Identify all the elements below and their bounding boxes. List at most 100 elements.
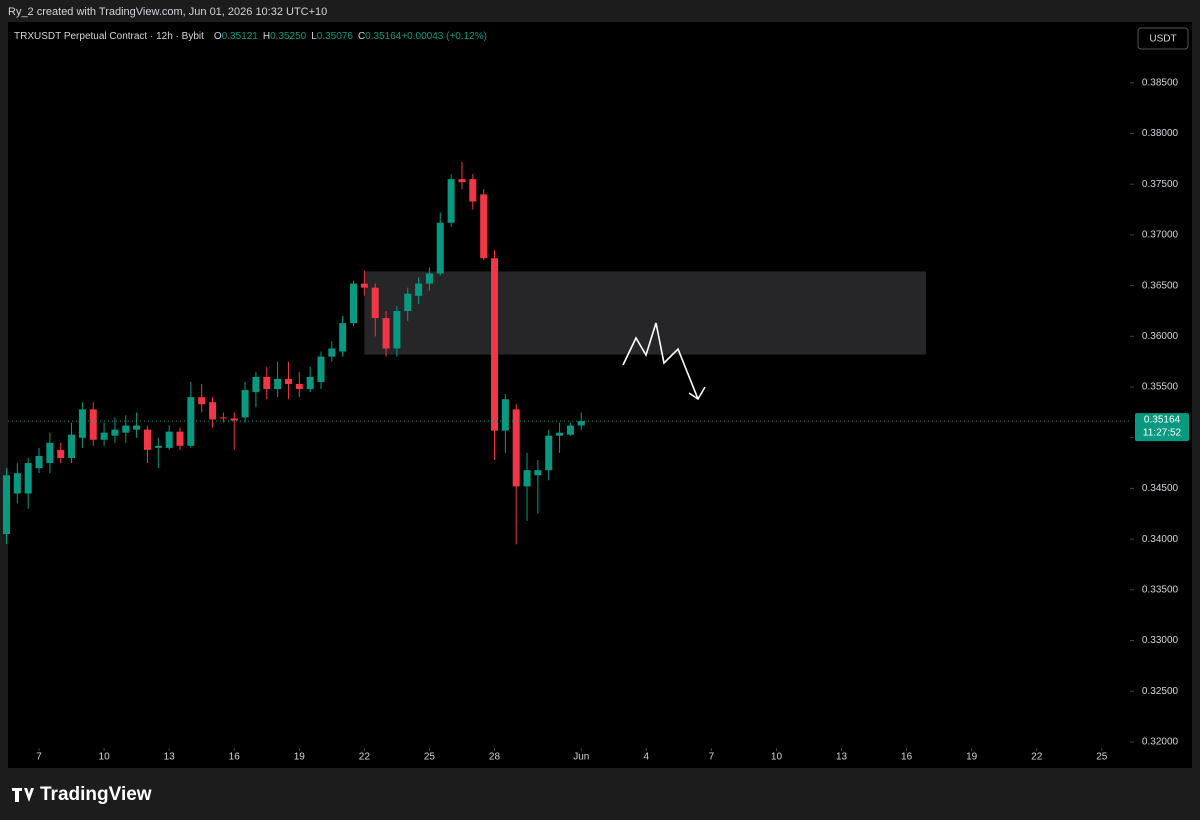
y-tick-label: 0.33000 <box>1142 635 1179 646</box>
x-tick-label: 10 <box>99 752 111 763</box>
candle-body <box>143 429 151 450</box>
legend-value: +0.00043 (+0.12%) <box>401 31 487 42</box>
x-tick-label: 25 <box>424 752 436 763</box>
last-price-label: 0.35164 <box>1144 415 1181 426</box>
candle-body <box>425 273 433 284</box>
x-tick-label: 7 <box>36 752 42 763</box>
candle-body <box>393 310 401 349</box>
currency-box[interactable] <box>1137 27 1189 50</box>
candle-body <box>490 258 498 431</box>
candle-body <box>252 376 260 393</box>
candle-body <box>13 473 21 494</box>
y-tick-label: 0.34000 <box>1142 534 1179 545</box>
plot: 0.32000 0.32500 0.33000 0.33500 0.34000 0.345… <box>2 77 1179 763</box>
candle-body <box>382 318 390 349</box>
candle-body <box>35 455 43 469</box>
candle-body <box>469 179 477 202</box>
legend-value: 0.35250 <box>270 31 307 42</box>
candle-body <box>512 409 520 487</box>
x-tick-label: 22 <box>359 752 371 763</box>
y-tick-label: 0.32000 <box>1142 737 1179 748</box>
x-tick-label: 25 <box>1096 752 1108 763</box>
candle-body <box>545 435 553 471</box>
candle-body <box>501 399 509 431</box>
candle-body <box>306 376 314 390</box>
legend-value: 0.35164 <box>365 31 402 42</box>
y-tick-label: 0.37000 <box>1142 230 1179 241</box>
x-tick-label: 28 <box>489 752 501 763</box>
y-tick-label: 0.34500 <box>1142 483 1179 494</box>
candle-body <box>284 378 292 384</box>
candle-body <box>339 323 347 352</box>
y-tick-label: 0.38000 <box>1142 128 1179 139</box>
candle-body <box>209 402 217 420</box>
candle-body <box>78 409 86 438</box>
candle-body <box>263 376 271 390</box>
legend-label: L <box>311 31 317 42</box>
candle-body <box>295 383 303 390</box>
candle-body <box>176 431 184 446</box>
ohlc-legend: TRXUSDT Perpetual Contract · 12h · Bybit… <box>14 31 487 42</box>
legend-value: 0.35076 <box>317 31 354 42</box>
legend-label: H <box>263 31 270 42</box>
candle-body <box>230 418 238 421</box>
candle-body <box>24 463 32 494</box>
candle-body <box>133 425 141 430</box>
candle-body <box>100 432 108 440</box>
countdown: 11:27:52 <box>1143 428 1182 439</box>
candle-body <box>317 356 325 382</box>
brand: TradingView <box>40 784 152 805</box>
candle-body <box>480 194 488 259</box>
candle-body <box>534 470 542 476</box>
x-tick-label: Jun <box>573 752 589 763</box>
candle-body <box>371 287 379 319</box>
candle-body <box>89 409 97 440</box>
candle-body <box>350 283 358 324</box>
y-tick-label: 0.36000 <box>1142 331 1179 342</box>
candle-body <box>122 425 130 433</box>
candle-body <box>328 348 336 357</box>
candle-body <box>198 397 206 405</box>
x-tick-label: 16 <box>901 752 913 763</box>
candle-body <box>154 445 162 448</box>
zone <box>364 271 927 355</box>
candle-body <box>523 470 531 487</box>
candle-body <box>241 390 249 418</box>
candle-body <box>458 179 466 183</box>
x-tick-label: 16 <box>229 752 241 763</box>
candle-body <box>187 397 195 446</box>
candle-body <box>274 378 282 390</box>
candle-body <box>111 429 119 436</box>
legend-label: C <box>358 31 365 42</box>
header: Ry_2 created with TradingView.com, Jun 0… <box>8 6 327 18</box>
symbol: TRXUSDT Perpetual Contract · 12h · Bybit <box>14 31 204 42</box>
last-price-box <box>1135 413 1189 442</box>
x-tick-label: 13 <box>164 752 176 763</box>
x-tick-label: 19 <box>294 752 306 763</box>
candle-body <box>566 425 574 435</box>
candle-body <box>46 442 54 464</box>
y-tick-label: 0.38500 <box>1142 77 1179 88</box>
x-tick-label: 13 <box>836 752 848 763</box>
legend-value: 0.35121 <box>222 31 259 42</box>
candle-body <box>2 475 10 535</box>
x-tick-label: 22 <box>1031 752 1043 763</box>
currency: USDT <box>1149 34 1176 45</box>
candle-body <box>360 283 368 288</box>
x-tick-label: 10 <box>771 752 783 763</box>
y-tick-label: 0.36500 <box>1142 280 1179 291</box>
candle-body <box>577 421 585 426</box>
y-tick-label: 0.37500 <box>1142 179 1179 190</box>
candle-body <box>68 434 76 459</box>
y-tick-label: 0.35500 <box>1142 382 1179 393</box>
candle-body <box>447 179 455 223</box>
candle-body <box>556 432 564 436</box>
legend-label: O <box>214 31 222 42</box>
y-tick-label: 0.33500 <box>1142 584 1179 595</box>
candle-body <box>165 431 173 448</box>
x-tick-label: 4 <box>644 752 650 763</box>
drawn-arrow <box>622 322 706 401</box>
candle-body <box>57 449 65 459</box>
candle-body <box>415 283 423 296</box>
